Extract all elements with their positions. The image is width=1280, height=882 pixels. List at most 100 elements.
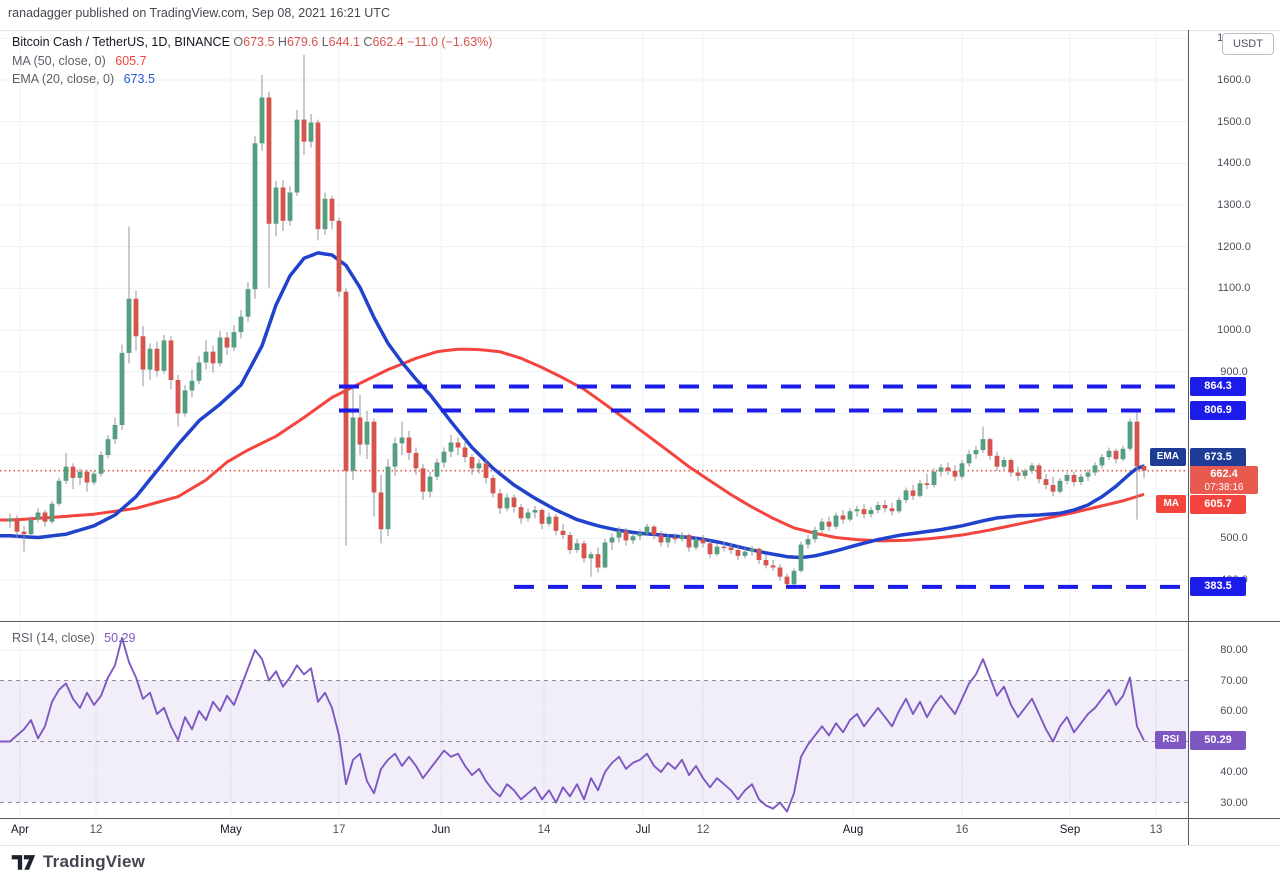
price-tick-label: 1100.0 bbox=[1217, 282, 1251, 295]
candle-down bbox=[469, 457, 475, 469]
candle-up bbox=[854, 509, 860, 512]
time-label-month: May bbox=[220, 824, 242, 836]
ema-legend-row[interactable]: EMA (20, close, 0) 673.5 bbox=[12, 72, 155, 86]
candle-up bbox=[525, 512, 531, 519]
candle-up bbox=[1085, 472, 1091, 477]
rsi-tag-badge: RSI bbox=[1155, 731, 1186, 750]
candle-down bbox=[378, 492, 384, 530]
candle-up bbox=[119, 352, 125, 425]
price-tick-label: 1400.0 bbox=[1217, 157, 1251, 170]
candle-down bbox=[700, 539, 706, 544]
candle-up bbox=[504, 497, 510, 509]
price-axis[interactable]: 30.0040.0060.0070.0080.00400.0500.0900.0… bbox=[1188, 0, 1280, 882]
candle-down bbox=[140, 336, 146, 370]
low-value: 644.1 bbox=[328, 35, 360, 49]
open-label: O bbox=[233, 35, 244, 49]
candle-up bbox=[161, 340, 167, 371]
candle-up bbox=[616, 530, 622, 538]
rsi-legend-row[interactable]: RSI (14, close) 50.29 bbox=[12, 631, 135, 645]
symbol-legend-row[interactable]: Bitcoin Cash / TetherUS, 1D, BINANCE O67… bbox=[12, 35, 492, 49]
candle-down bbox=[21, 531, 27, 535]
ma-price-badge: 605.7 bbox=[1190, 495, 1246, 514]
price-tick-label: 1200.0 bbox=[1217, 240, 1251, 253]
candle-up bbox=[1078, 476, 1084, 483]
currency-toggle-button[interactable]: USDT bbox=[1222, 33, 1274, 55]
chart-bottom-border bbox=[0, 845, 1280, 846]
candle-up bbox=[105, 439, 111, 455]
candle-down bbox=[497, 493, 503, 509]
ema-tag-badge: EMA bbox=[1149, 448, 1186, 466]
candle-down bbox=[224, 337, 230, 348]
candle-down bbox=[168, 340, 174, 380]
pane-divider[interactable] bbox=[0, 621, 1280, 622]
time-axis-divider bbox=[0, 818, 1280, 819]
candle-up bbox=[392, 443, 398, 467]
candle-up bbox=[350, 417, 356, 471]
candle-up bbox=[1127, 421, 1133, 449]
symbol-title: Bitcoin Cash / TetherUS, 1D, BINANCE bbox=[12, 35, 230, 49]
candle-up bbox=[833, 515, 839, 527]
candle-up bbox=[476, 463, 482, 469]
time-label-month: Jun bbox=[431, 824, 451, 836]
rsi-pane-canvas[interactable] bbox=[0, 621, 1188, 818]
candle-down bbox=[826, 521, 832, 527]
candle-up bbox=[938, 467, 944, 472]
candle-down bbox=[1036, 465, 1042, 480]
candle-down bbox=[770, 565, 776, 568]
candle-up bbox=[1120, 448, 1126, 460]
candle-up bbox=[399, 437, 405, 444]
candle-up bbox=[917, 483, 923, 496]
candle-up bbox=[1001, 460, 1007, 467]
candle-up bbox=[77, 471, 83, 478]
candle-down bbox=[1043, 479, 1049, 485]
candle-up bbox=[273, 187, 279, 224]
candle-up bbox=[364, 421, 370, 445]
tradingview-footer-logo[interactable]: TradingView bbox=[10, 852, 145, 872]
candle-down bbox=[1134, 421, 1140, 467]
bar-countdown: 07:38:16 bbox=[1204, 482, 1244, 493]
level-383-badge: 383.5 bbox=[1190, 577, 1246, 597]
candle-up bbox=[322, 198, 328, 230]
price-pane-canvas[interactable] bbox=[0, 30, 1188, 621]
candle-down bbox=[987, 439, 993, 456]
candle-down bbox=[14, 518, 20, 532]
rsi-tick-label: 40.00 bbox=[1220, 766, 1248, 778]
candle-up bbox=[1064, 475, 1070, 481]
candle-up bbox=[665, 537, 671, 543]
time-label-day: 14 bbox=[537, 824, 551, 836]
candle-down bbox=[483, 463, 489, 478]
candle-down bbox=[462, 447, 468, 458]
candle-down bbox=[728, 547, 734, 550]
candle-up bbox=[259, 97, 265, 144]
candle-up bbox=[245, 289, 251, 317]
candle-up bbox=[966, 454, 972, 464]
candle-down bbox=[539, 510, 545, 524]
candle-down bbox=[133, 298, 139, 337]
time-axis[interactable]: Apr 12 May 17 Jun 14 Jul 12 Aug 16 Sep 13 bbox=[0, 818, 1188, 845]
candle-up bbox=[875, 505, 881, 510]
candle-down bbox=[455, 442, 461, 448]
change-value: −11.0 (−1.63%) bbox=[407, 35, 493, 49]
candle-down bbox=[567, 535, 573, 550]
candle-down bbox=[658, 535, 664, 543]
ma-tag-badge: MA bbox=[1156, 495, 1186, 513]
candle-down bbox=[651, 526, 657, 535]
candle-down bbox=[560, 530, 566, 535]
candle-up bbox=[231, 332, 237, 348]
ma-legend-row[interactable]: MA (50, close, 0) 605.7 bbox=[12, 54, 147, 68]
candle-down bbox=[882, 505, 888, 509]
candle-up bbox=[98, 455, 104, 474]
candle-down bbox=[1141, 466, 1147, 471]
ma-label: MA (50, close, 0) bbox=[12, 54, 106, 68]
rsi-value: 50.29 bbox=[104, 631, 136, 645]
candle-down bbox=[595, 554, 601, 568]
candle-up bbox=[1099, 457, 1105, 466]
candle-up bbox=[294, 119, 300, 193]
close-value: 662.4 bbox=[372, 35, 404, 49]
candle-down bbox=[210, 351, 216, 364]
ema-value: 673.5 bbox=[123, 72, 155, 86]
candle-up bbox=[588, 554, 594, 559]
tradingview-wordmark: TradingView bbox=[43, 852, 146, 871]
candle-down bbox=[952, 470, 958, 477]
candle-down bbox=[721, 546, 727, 549]
